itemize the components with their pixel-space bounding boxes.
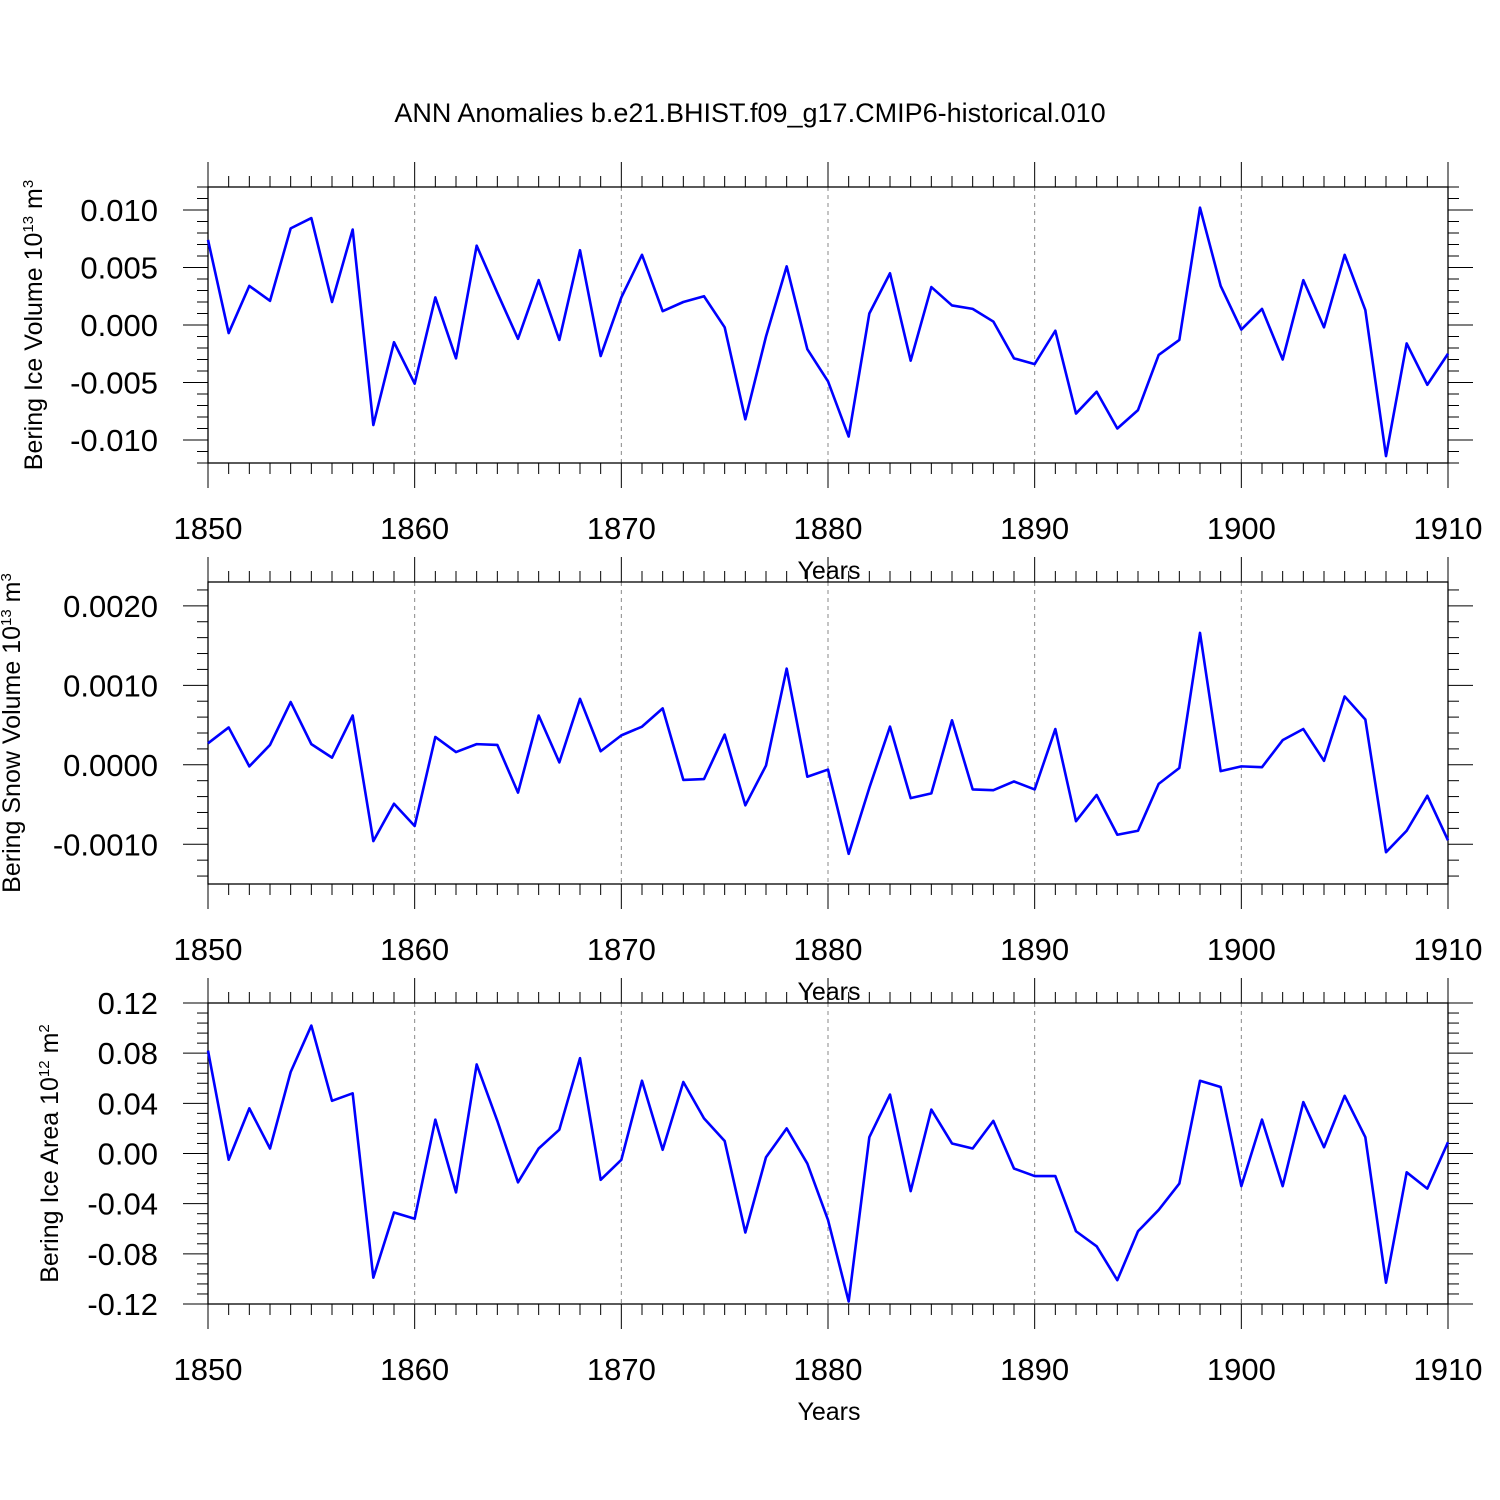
y-tick-label: 0.12 (98, 986, 158, 1021)
y-tick-label: 0.04 (98, 1086, 158, 1121)
figure-title: ANN Anomalies b.e21.BHIST.f09_g17.CMIP6-… (394, 98, 1105, 128)
x-tick-label: 1910 (1414, 1352, 1483, 1387)
series-line (207, 631, 1450, 856)
y-tick-label: 0.0010 (63, 668, 158, 703)
y-tick-label: 0.0020 (63, 589, 158, 624)
panel-1: 1850 1860 1870 1880 1890 1900 1910 0.010 0.005 0.… (20, 162, 1482, 585)
y-tick-label: 0.0000 (63, 748, 158, 783)
x-tick-label: 1910 (1414, 932, 1483, 967)
y-axis-label-part: Bering Snow Volume 10 (0, 626, 26, 893)
x-tick-label: 1860 (380, 511, 449, 546)
x-tick-label: 1910 (1414, 511, 1483, 546)
x-tick-label: 1890 (1000, 932, 1069, 967)
y-tick-label: 0.000 (80, 308, 158, 343)
x-tick-label: 1870 (587, 932, 656, 967)
x-tick-label: 1870 (587, 511, 656, 546)
x-tick-label: 1850 (174, 932, 243, 967)
y-axis-label-superscript: 3 (20, 180, 37, 188)
y-axis-label: Bering Snow Volume 1013 m3 (0, 573, 26, 893)
y-tick-label: -0.010 (70, 423, 158, 458)
y-axis-label-superscript: 2 (36, 1024, 53, 1032)
y-axis-label-part: Bering Ice Area 10 (36, 1077, 64, 1283)
x-tick-label: 1890 (1000, 511, 1069, 546)
y-axis-label-superscript: 12 (36, 1060, 53, 1077)
x-tick-label: 1900 (1207, 511, 1276, 546)
x-tick-label: 1880 (794, 511, 863, 546)
x-tick-label: 1900 (1207, 1352, 1276, 1387)
x-tick-label: 1890 (1000, 1352, 1069, 1387)
y-tick-label: -0.08 (87, 1237, 158, 1272)
x-tick-label: 1870 (587, 1352, 656, 1387)
x-axis-label: Years (797, 1398, 860, 1426)
x-tick-label: 1880 (794, 1352, 863, 1387)
x-axis-label: Years (797, 557, 860, 585)
y-tick-label: -0.005 (70, 366, 158, 401)
panels: 1850 1860 1870 1880 1890 1900 1910 0.010 0.005 0.… (0, 162, 1482, 1426)
y-axis-label-superscript: 13 (0, 609, 15, 626)
x-axis-label: Years (797, 978, 860, 1006)
y-tick-label: -0.12 (87, 1287, 158, 1322)
y-axis-label-superscript: 3 (0, 573, 15, 581)
y-tick-label: 0.005 (80, 251, 158, 286)
y-axis-label-part: m (36, 1033, 64, 1061)
x-tick-label: 1860 (380, 932, 449, 967)
y-axis-label-part: m (20, 188, 48, 216)
y-tick-label: -0.04 (87, 1187, 158, 1222)
x-tick-label: 1860 (380, 1352, 449, 1387)
series-line (206, 206, 1450, 458)
y-tick-label: 0.010 (80, 193, 158, 228)
y-tick-label: -0.0010 (53, 827, 158, 862)
x-tick-label: 1850 (174, 511, 243, 546)
y-axis-label: Bering Ice Volume 1013 m3 (20, 180, 48, 470)
x-tick-label: 1850 (174, 1352, 243, 1387)
y-axis-label-part: Bering Ice Volume 10 (20, 233, 48, 471)
x-tick-label: 1880 (794, 932, 863, 967)
series-line (206, 1024, 1450, 1303)
x-tick-label: 1900 (1207, 932, 1276, 967)
y-axis-label: Bering Ice Area 1012 m2 (36, 1024, 64, 1283)
panel-2: 1850 1860 1870 1880 1890 1900 1910 0.0020 0.0010… (0, 557, 1482, 1006)
y-tick-label: 0.00 (98, 1137, 158, 1172)
y-axis-label-superscript: 13 (20, 216, 37, 233)
y-tick-label: 0.08 (98, 1036, 158, 1071)
panel-3: 1850 1860 1870 1880 1890 1900 1910 0.12 0.08 0.04… (36, 978, 1482, 1426)
y-axis-label-part: m (0, 582, 26, 610)
